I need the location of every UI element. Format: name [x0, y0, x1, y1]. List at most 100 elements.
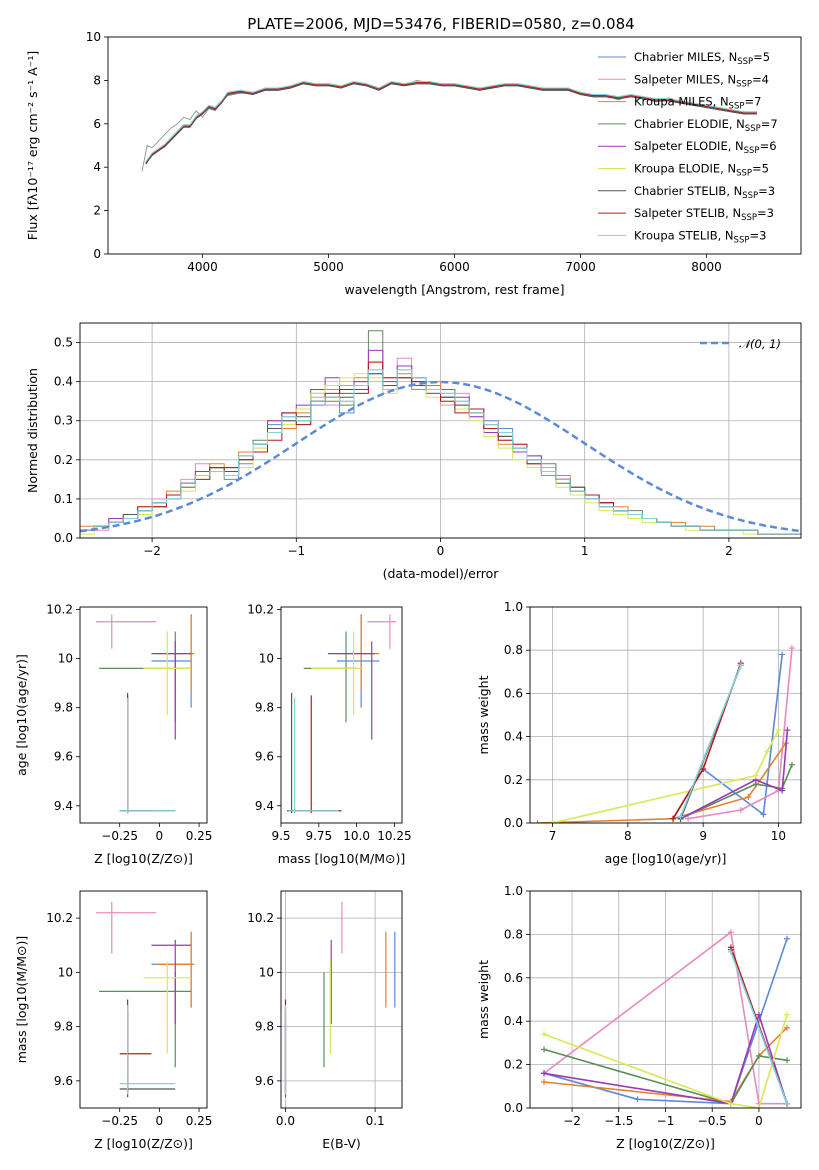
y-tick-label: 0.2 [504, 1058, 523, 1072]
x-tick-label: −1 [657, 1114, 675, 1128]
x-axis-label: E(B-V) [322, 1136, 361, 1151]
y-tick-label: 8 [93, 73, 101, 87]
y-axis-label: Normed distribution [25, 368, 40, 493]
x-tick-label: 9 [699, 829, 707, 843]
y-tick-label: 0.8 [504, 643, 523, 657]
y-tick-label: 0.0 [504, 816, 523, 830]
x-tick-label: −2 [143, 544, 161, 558]
x-axis-label: Z [log10(Z/Z⊙)] [616, 1136, 715, 1151]
x-tick-label: 0 [755, 1114, 763, 1128]
weight-line [680, 730, 789, 820]
x-tick-label: −0.25 [101, 829, 138, 843]
y-tick-label: 1.0 [504, 600, 523, 614]
weight-line [680, 764, 793, 820]
x-axis-label: wavelength [Angstrom, rest frame] [344, 282, 564, 297]
x-axis-label: Z [log10(Z/Z⊙)] [94, 851, 193, 866]
x-tick-label: 0.1 [366, 1114, 385, 1128]
x-tick-label: 8000 [691, 260, 722, 274]
weight-line [543, 930, 787, 1105]
x-axis-label: (data-model)/error [383, 566, 500, 581]
y-tick-label: 4 [93, 160, 101, 174]
y-tick-label: 9.8 [54, 701, 73, 715]
model-spectrum-line [145, 82, 757, 164]
model-spectrum-line [145, 80, 757, 163]
legend-label: Salpeter STELIB, NSSP=3 [634, 206, 774, 223]
x-tick-label: −0.5 [698, 1114, 727, 1128]
weight-line [537, 742, 787, 823]
x-tick-label: 0 [156, 1114, 164, 1128]
x-tick-label: 0.25 [186, 1114, 213, 1128]
y-tick-label: 9.8 [255, 701, 274, 715]
y-tick-label: 2 [93, 204, 101, 218]
weight-line [543, 1014, 788, 1108]
y-tick-label: 0.1 [54, 492, 73, 506]
legend-label: Chabrier STELIB, NSSP=3 [634, 184, 775, 201]
x-tick-label: 0.25 [186, 829, 213, 843]
chart-title: PLATE=2006, MJD=53476, FIBERID=0580, z=0… [247, 15, 634, 33]
x-tick-label: −2 [563, 1114, 581, 1128]
x-tick-label: 6000 [439, 260, 470, 274]
axes-frame [529, 606, 802, 824]
y-tick-label: 9.4 [54, 799, 73, 813]
x-axis-label: Z [log10(Z/Z⊙)] [94, 1136, 193, 1151]
weight-layer [534, 645, 795, 823]
y-tick-label: 0.0 [54, 531, 73, 545]
x-tick-label: 10 [771, 829, 786, 843]
y-tick-label: 0.4 [504, 1014, 523, 1028]
x-tick-label: 9.75 [305, 829, 332, 843]
x-tick-label: 2 [725, 544, 733, 558]
legend-label: 𝒩(0, 1) [739, 337, 781, 351]
weight-line [730, 951, 788, 1104]
y-tick-label: 9.6 [255, 750, 274, 764]
y-axis-label: mass [log10(M/M⊙)] [14, 936, 29, 1064]
y-tick-label: 0.6 [504, 686, 523, 700]
axes-frame [529, 890, 802, 1109]
y-tick-label: 0.4 [504, 730, 523, 744]
errorbar-layer [95, 901, 195, 1098]
y-axis-label: Flux [fλ10⁻¹⁷ erg cm⁻² s⁻¹ A⁻¹] [25, 51, 40, 240]
spectrum-layer [141, 79, 757, 172]
legend-label: Kroupa STELIB, NSSP=3 [634, 228, 766, 245]
weight-line [552, 729, 780, 823]
axes-frame [79, 606, 208, 824]
legend-label: Chabrier MILES, NSSP=5 [634, 50, 770, 67]
x-tick-label: 0 [437, 544, 445, 558]
gaussian-reference-curve [80, 380, 801, 533]
legend-label: Chabrier ELODIE, NSSP=7 [634, 117, 778, 134]
weight-line [679, 665, 742, 817]
y-tick-label: 0.3 [54, 414, 73, 428]
weight-line [687, 647, 793, 820]
x-tick-label: 10.0 [343, 829, 370, 843]
errorbar-layer [284, 901, 396, 1098]
y-tick-label: 0.5 [54, 336, 73, 350]
model-spectrum-line [145, 83, 757, 165]
y-tick-label: 0 [93, 247, 101, 261]
x-axis-label: age [log10(age/yr)] [605, 851, 727, 866]
axes-frame [79, 890, 208, 1109]
errorbar-layer [95, 614, 195, 814]
axes-frame [79, 322, 802, 539]
x-tick-label: 5000 [313, 260, 344, 274]
axes-frame [280, 890, 403, 1109]
x-tick-label: 0 [156, 829, 164, 843]
x-tick-label: −0.25 [101, 1114, 138, 1128]
y-tick-label: 10 [259, 965, 274, 979]
y-tick-label: 9.8 [54, 1020, 73, 1034]
y-tick-label: 9.8 [255, 1020, 274, 1034]
y-tick-label: 9.6 [54, 1074, 73, 1088]
x-tick-label: 0.0 [276, 1114, 295, 1128]
x-axis-label: mass [log10(M/M⊙)] [278, 851, 406, 866]
legend-label: Kroupa ELODIE, NSSP=5 [634, 162, 769, 179]
y-axis-label: mass weight [476, 960, 491, 1039]
errorbar-layer [287, 614, 396, 814]
y-tick-label: 0.6 [504, 971, 523, 985]
x-tick-label: 1 [581, 544, 589, 558]
y-tick-label: 10.2 [247, 602, 274, 616]
y-tick-label: 1.0 [504, 884, 523, 898]
y-axis-label: age [log10(age/yr)] [14, 654, 29, 776]
legend-label: Kroupa MILES, NSSP=7 [634, 95, 761, 112]
y-tick-label: 10 [58, 965, 73, 979]
x-tick-label: 4000 [187, 260, 218, 274]
y-tick-label: 10.2 [46, 602, 73, 616]
